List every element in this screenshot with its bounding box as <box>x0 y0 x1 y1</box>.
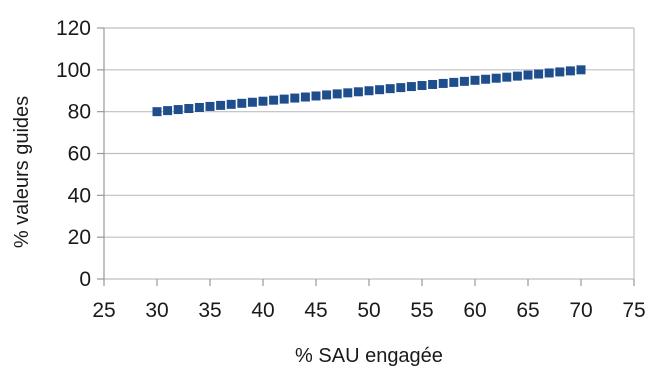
data-point <box>216 100 226 110</box>
data-point <box>322 90 332 100</box>
x-tick-label: 65 <box>516 299 539 322</box>
x-tick-labels: 25 30 35 40 45 50 55 60 65 70 75 <box>92 299 645 322</box>
x-tick-label: 50 <box>357 299 380 322</box>
data-point <box>279 94 289 104</box>
y-axis-title: % valeurs guides <box>11 96 33 248</box>
data-point <box>364 86 374 96</box>
y-tick-label: 80 <box>68 101 91 124</box>
data-point <box>290 93 300 103</box>
data-point <box>491 73 501 83</box>
data-point <box>332 89 342 99</box>
x-tick-label: 70 <box>569 299 592 322</box>
axes <box>97 27 635 286</box>
data-point <box>152 107 162 117</box>
y-tick-labels: 0 20 40 60 80 100 120 <box>56 17 91 291</box>
data-point <box>565 66 575 76</box>
data-point <box>534 69 544 79</box>
data-point <box>258 96 268 106</box>
data-point <box>481 74 491 84</box>
data-point <box>375 85 385 95</box>
grid-lines <box>104 27 634 280</box>
y-tick-label: 120 <box>56 17 91 40</box>
y-tick-label: 20 <box>68 226 91 249</box>
data-point <box>163 106 173 116</box>
x-tick-label: 30 <box>145 299 168 322</box>
data-point <box>512 71 522 81</box>
data-point <box>523 70 533 80</box>
data-point <box>576 65 586 75</box>
data-point <box>173 105 183 115</box>
x-axis-title: % SAU engagée <box>295 345 443 367</box>
y-tick-label: 40 <box>68 184 91 207</box>
data-point <box>555 67 565 77</box>
data-point <box>544 68 554 78</box>
x-tick-label: 40 <box>251 299 274 322</box>
x-tick-label: 45 <box>304 299 327 322</box>
data-point <box>438 78 448 88</box>
data-point <box>343 88 353 98</box>
y-tick-label: 100 <box>56 59 91 82</box>
x-tick-label: 75 <box>622 299 645 322</box>
data-point <box>269 95 279 105</box>
y-tick-label: 60 <box>68 143 91 166</box>
x-tick-label: 60 <box>463 299 486 322</box>
data-point <box>470 75 480 85</box>
data-point <box>237 98 247 108</box>
x-tick-label: 35 <box>198 299 221 322</box>
x-tick-label: 55 <box>410 299 433 322</box>
data-series <box>152 65 586 117</box>
data-point <box>247 97 257 107</box>
data-point <box>226 99 236 109</box>
data-point <box>300 92 310 102</box>
data-point <box>194 102 204 112</box>
y-tick-label: 0 <box>79 268 91 291</box>
data-point <box>502 72 512 82</box>
data-point <box>449 77 459 87</box>
x-tick-label: 25 <box>92 299 115 322</box>
data-point <box>417 81 427 91</box>
data-point <box>428 79 438 89</box>
data-point <box>353 87 363 97</box>
data-point <box>385 84 395 94</box>
data-point <box>459 76 469 86</box>
data-point <box>406 82 416 92</box>
data-point <box>311 91 321 101</box>
data-point <box>205 101 215 111</box>
data-point <box>184 104 194 114</box>
data-point <box>396 83 406 93</box>
